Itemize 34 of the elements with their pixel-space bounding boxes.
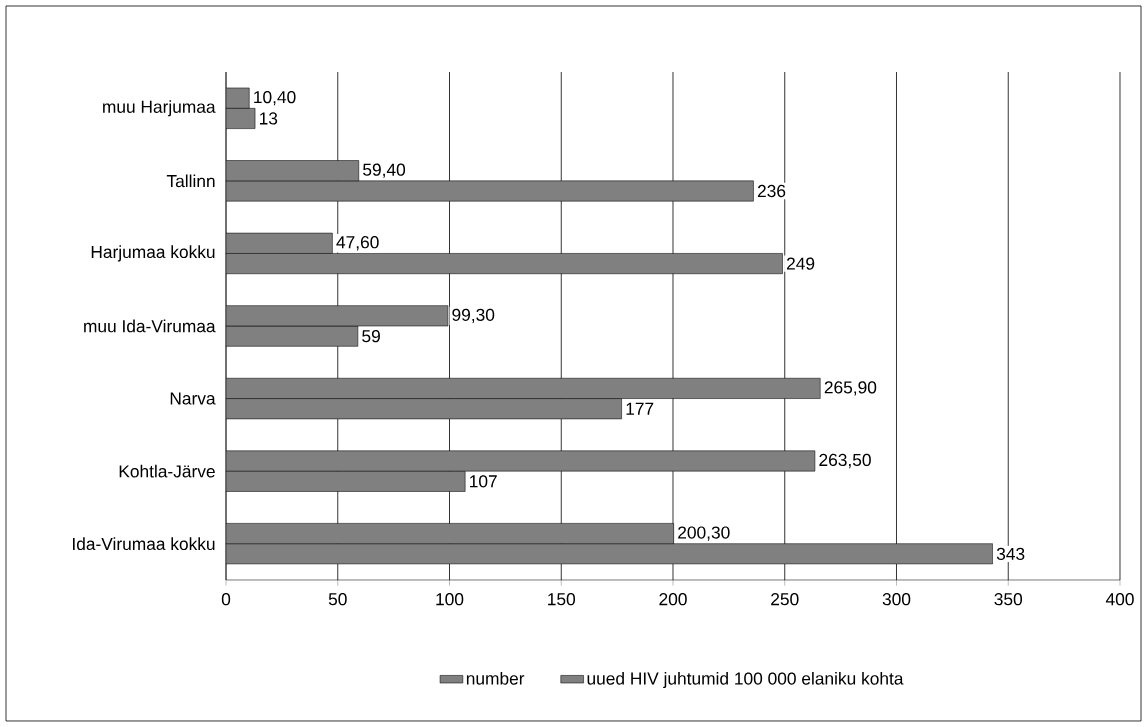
x-tick-label: 300 xyxy=(882,593,911,606)
x-tick-label: 400 xyxy=(1105,593,1134,606)
x-tick-label: 0 xyxy=(221,593,231,606)
x-tick-label: 250 xyxy=(771,593,799,606)
data-label: 343 xyxy=(996,547,1025,560)
data-label: 177 xyxy=(626,402,654,415)
bar xyxy=(226,305,449,327)
y-tick-label: Tallinn xyxy=(166,174,215,188)
data-label: 99,30 xyxy=(452,308,495,323)
y-tick-label: muu Ida-Virumaa xyxy=(84,319,216,333)
bar xyxy=(226,450,816,472)
y-tick-label: Kohtla-Järve xyxy=(119,464,215,478)
x-tick-label: 350 xyxy=(994,593,1023,606)
y-tick-label: Harjumaa kokku xyxy=(91,245,215,262)
x-tick-label: 100 xyxy=(436,593,464,606)
x-tick-label: 150 xyxy=(548,593,576,606)
data-label: 107 xyxy=(470,475,497,488)
data-label: 236 xyxy=(757,184,786,198)
legend-label: number xyxy=(466,671,525,685)
legend-label: uued HIV juhtumid 100 000 elaniku kohta xyxy=(587,671,904,689)
x-tick-label: 50 xyxy=(328,593,347,606)
y-tick-label: Ida-Virumaa kokku xyxy=(73,537,215,551)
data-label: 200,30 xyxy=(678,526,730,541)
data-label: 263,50 xyxy=(819,453,871,469)
data-label: 59,40 xyxy=(363,163,406,178)
data-label: 13 xyxy=(259,112,278,125)
data-label: 265,90 xyxy=(824,381,877,396)
x-tick-label: 200 xyxy=(659,593,687,606)
data-label: 47,60 xyxy=(336,236,379,251)
data-label: 10,40 xyxy=(254,90,296,106)
data-label: 249 xyxy=(786,257,815,270)
y-tick-label: Narva xyxy=(170,392,216,405)
data-label: 59 xyxy=(362,330,380,343)
y-tick-label: muu Harjumaa xyxy=(103,100,216,117)
